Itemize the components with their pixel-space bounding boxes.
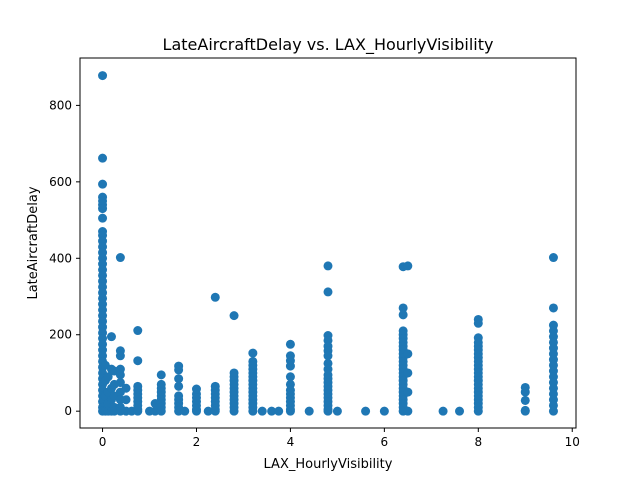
- data-point: [323, 261, 333, 271]
- data-point: [285, 339, 295, 349]
- data-point: [133, 326, 143, 336]
- data-point: [304, 406, 314, 416]
- x-tick-label: 4: [287, 435, 295, 449]
- data-point: [267, 406, 277, 416]
- data-point: [229, 311, 239, 321]
- data-point: [548, 406, 558, 416]
- data-point: [548, 253, 558, 263]
- data-point: [156, 406, 166, 416]
- y-tick-label: 800: [49, 98, 72, 112]
- plot-area-frame: [79, 57, 577, 429]
- y-tick-label: 0: [64, 404, 72, 418]
- data-point: [285, 361, 295, 371]
- data-point: [98, 213, 108, 223]
- y-axis-ticks: 0 200 400 600 800: [49, 98, 80, 418]
- data-point: [98, 204, 108, 214]
- data-point: [115, 378, 125, 388]
- data-point: [180, 406, 190, 416]
- data-point: [210, 406, 220, 416]
- y-tick-label: 600: [49, 175, 72, 189]
- y-axis-label: LateAircraftDelay: [26, 186, 41, 299]
- data-point: [98, 71, 108, 81]
- data-point: [121, 383, 131, 393]
- data-point: [548, 303, 558, 313]
- data-points-layer: [98, 71, 558, 416]
- x-tick-label: 0: [99, 435, 107, 449]
- data-point: [156, 370, 166, 380]
- data-point: [174, 365, 184, 375]
- data-point: [133, 356, 143, 366]
- x-tick-label: 2: [193, 435, 201, 449]
- data-point: [98, 153, 108, 163]
- data-point: [191, 406, 201, 416]
- data-point: [520, 387, 530, 397]
- data-point: [323, 287, 333, 297]
- data-point: [115, 351, 125, 361]
- data-point: [285, 406, 295, 416]
- data-point: [361, 406, 371, 416]
- data-point: [323, 406, 333, 416]
- data-point: [229, 406, 239, 416]
- data-point: [398, 310, 408, 320]
- data-point: [174, 374, 184, 384]
- data-point: [106, 332, 116, 342]
- chart-title: LateAircraftDelay vs. LAX_HourlyVisibili…: [163, 35, 494, 55]
- x-axis-ticks: 0 2 4 6 8 10: [99, 428, 580, 449]
- data-point: [520, 395, 530, 405]
- data-point: [403, 349, 413, 359]
- x-tick-label: 10: [565, 435, 580, 449]
- data-point: [115, 370, 125, 380]
- data-point: [121, 395, 131, 405]
- x-axis-label: LAX_HourlyVisibility: [264, 457, 393, 472]
- data-point: [248, 406, 258, 416]
- data-point: [473, 406, 483, 416]
- data-point: [438, 406, 448, 416]
- data-point: [403, 261, 413, 271]
- x-tick-label: 6: [381, 435, 389, 449]
- data-point: [174, 381, 184, 391]
- data-point: [332, 406, 342, 416]
- data-point: [398, 303, 408, 313]
- y-tick-label: 400: [49, 251, 72, 265]
- data-point: [203, 406, 213, 416]
- x-tick-label: 8: [474, 435, 482, 449]
- data-point: [473, 318, 483, 328]
- y-tick-label: 200: [49, 328, 72, 342]
- data-point: [115, 253, 125, 263]
- data-point: [274, 406, 284, 416]
- data-point: [210, 292, 220, 302]
- data-point: [98, 179, 108, 189]
- data-point: [403, 368, 413, 378]
- data-point: [248, 348, 258, 358]
- data-point: [323, 351, 333, 361]
- data-point: [403, 406, 413, 416]
- data-point: [285, 372, 295, 382]
- data-point: [103, 372, 113, 382]
- data-point: [379, 406, 389, 416]
- data-point: [520, 406, 530, 416]
- data-point: [455, 406, 465, 416]
- data-point: [403, 387, 413, 397]
- data-point: [257, 406, 267, 416]
- data-point: [133, 406, 143, 416]
